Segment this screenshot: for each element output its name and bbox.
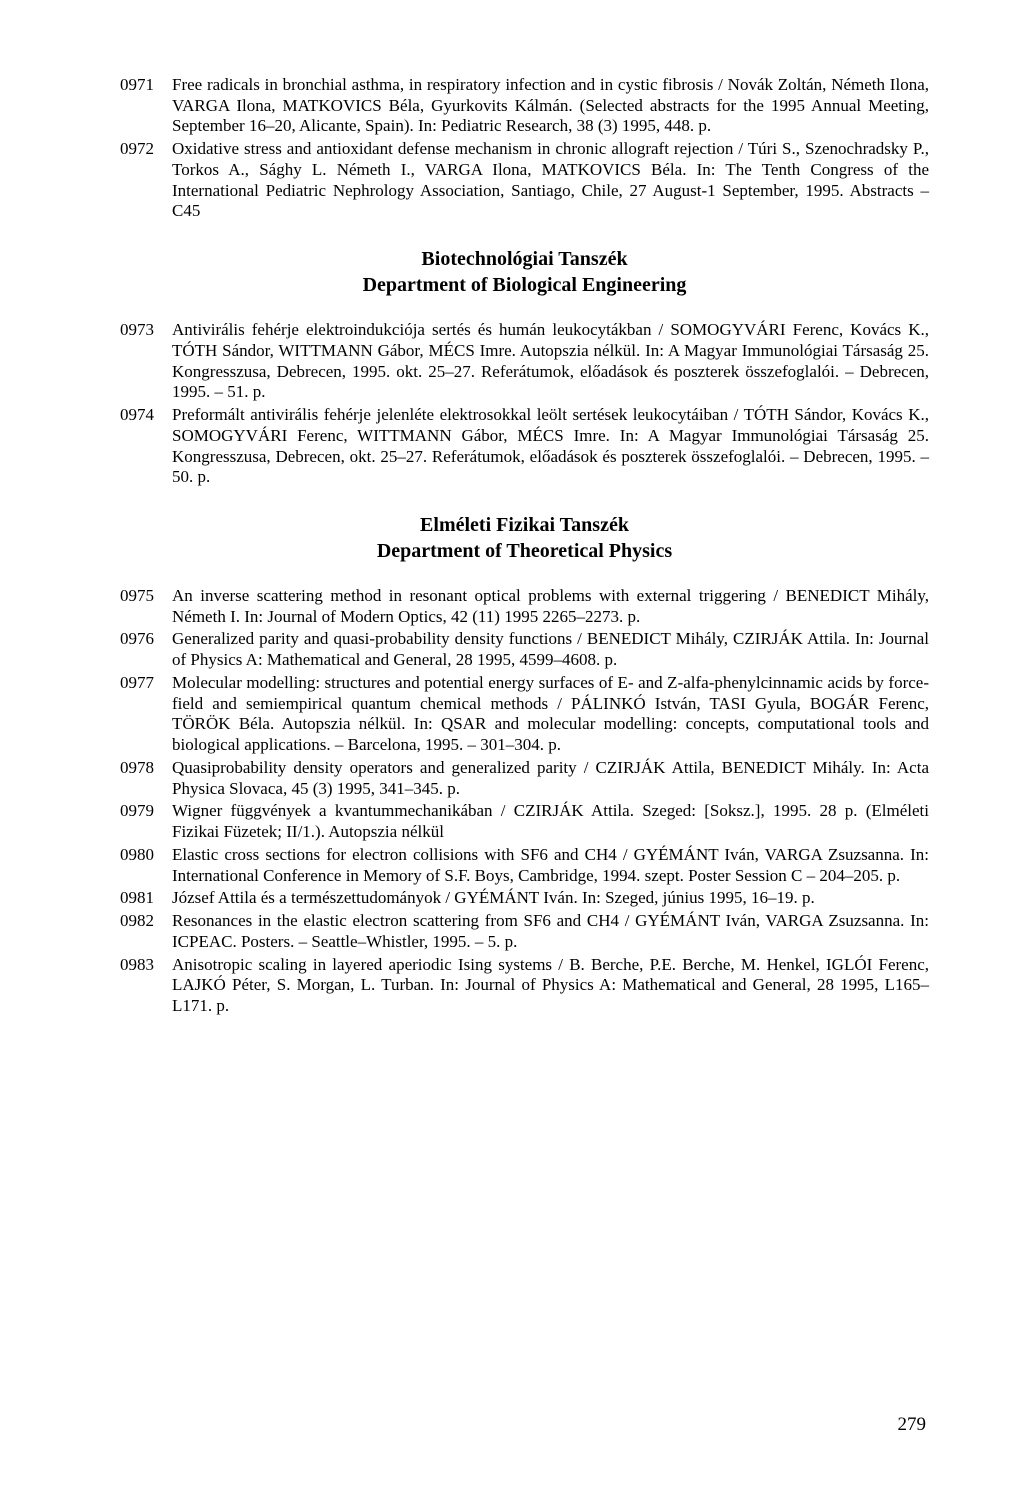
section-heading-en: Department of Theoretical Physics xyxy=(120,538,929,564)
section-block: 0975 An inverse scattering method in res… xyxy=(120,586,929,1017)
entry-text: Free radicals in bronchial asthma, in re… xyxy=(172,75,929,137)
bibliography-entry: 0978 Quasiprobability density operators … xyxy=(120,758,929,799)
bibliography-entry: 0982 Resonances in the elastic electron … xyxy=(120,911,929,952)
entry-text: Preformált antivirális fehérje jelenléte… xyxy=(172,405,929,488)
entry-number: 0982 xyxy=(120,911,172,952)
entry-text: Resonances in the elastic electron scatt… xyxy=(172,911,929,952)
bibliography-entry: 0974 Preformált antivirális fehérje jele… xyxy=(120,405,929,488)
section-heading: Biotechnológiai Tanszék Department of Bi… xyxy=(120,246,929,298)
entry-number: 0979 xyxy=(120,801,172,842)
entry-number: 0972 xyxy=(120,139,172,222)
entry-number: 0980 xyxy=(120,845,172,886)
section-heading: Elméleti Fizikai Tanszék Department of T… xyxy=(120,512,929,564)
entry-text: Molecular modelling: structures and pote… xyxy=(172,673,929,756)
bibliography-entry: 0979 Wigner függvények a kvantummechanik… xyxy=(120,801,929,842)
bibliography-entry: 0975 An inverse scattering method in res… xyxy=(120,586,929,627)
section-heading-hu: Elméleti Fizikai Tanszék xyxy=(120,512,929,538)
entry-number: 0975 xyxy=(120,586,172,627)
entry-text: Elastic cross sections for electron coll… xyxy=(172,845,929,886)
page-container: 0971 Free radicals in bronchial asthma, … xyxy=(0,0,1024,1491)
entry-number: 0971 xyxy=(120,75,172,137)
section-heading-hu: Biotechnológiai Tanszék xyxy=(120,246,929,272)
bibliography-entry: 0977 Molecular modelling: structures and… xyxy=(120,673,929,756)
bibliography-entry: 0971 Free radicals in bronchial asthma, … xyxy=(120,75,929,137)
bibliography-entry: 0983 Anisotropic scaling in layered aper… xyxy=(120,955,929,1017)
page-number: 279 xyxy=(898,1414,927,1436)
bibliography-entry: 0981 József Attila és a természettudomán… xyxy=(120,888,929,909)
entry-number: 0976 xyxy=(120,629,172,670)
entry-text: Anisotropic scaling in layered aperiodic… xyxy=(172,955,929,1017)
section-heading-en: Department of Biological Engineering xyxy=(120,272,929,298)
entry-text: Wigner függvények a kvantummechanikában … xyxy=(172,801,929,842)
entry-text: Generalized parity and quasi-probability… xyxy=(172,629,929,670)
entry-number: 0981 xyxy=(120,888,172,909)
entry-text: Quasiprobability density operators and g… xyxy=(172,758,929,799)
section-block: 0971 Free radicals in bronchial asthma, … xyxy=(120,75,929,222)
entry-text: József Attila és a természettudományok /… xyxy=(172,888,929,909)
entry-number: 0974 xyxy=(120,405,172,488)
entry-text: Antivirális fehérje elektroindukciója se… xyxy=(172,320,929,403)
entry-number: 0983 xyxy=(120,955,172,1017)
bibliography-entry: 0980 Elastic cross sections for electron… xyxy=(120,845,929,886)
entry-text: Oxidative stress and antioxidant defense… xyxy=(172,139,929,222)
entry-text: An inverse scattering method in resonant… xyxy=(172,586,929,627)
entry-number: 0973 xyxy=(120,320,172,403)
bibliography-entry: 0976 Generalized parity and quasi-probab… xyxy=(120,629,929,670)
entry-number: 0978 xyxy=(120,758,172,799)
bibliography-entry: 0973 Antivirális fehérje elektroindukció… xyxy=(120,320,929,403)
section-block: 0973 Antivirális fehérje elektroindukció… xyxy=(120,320,929,488)
bibliography-entry: 0972 Oxidative stress and antioxidant de… xyxy=(120,139,929,222)
entry-number: 0977 xyxy=(120,673,172,756)
